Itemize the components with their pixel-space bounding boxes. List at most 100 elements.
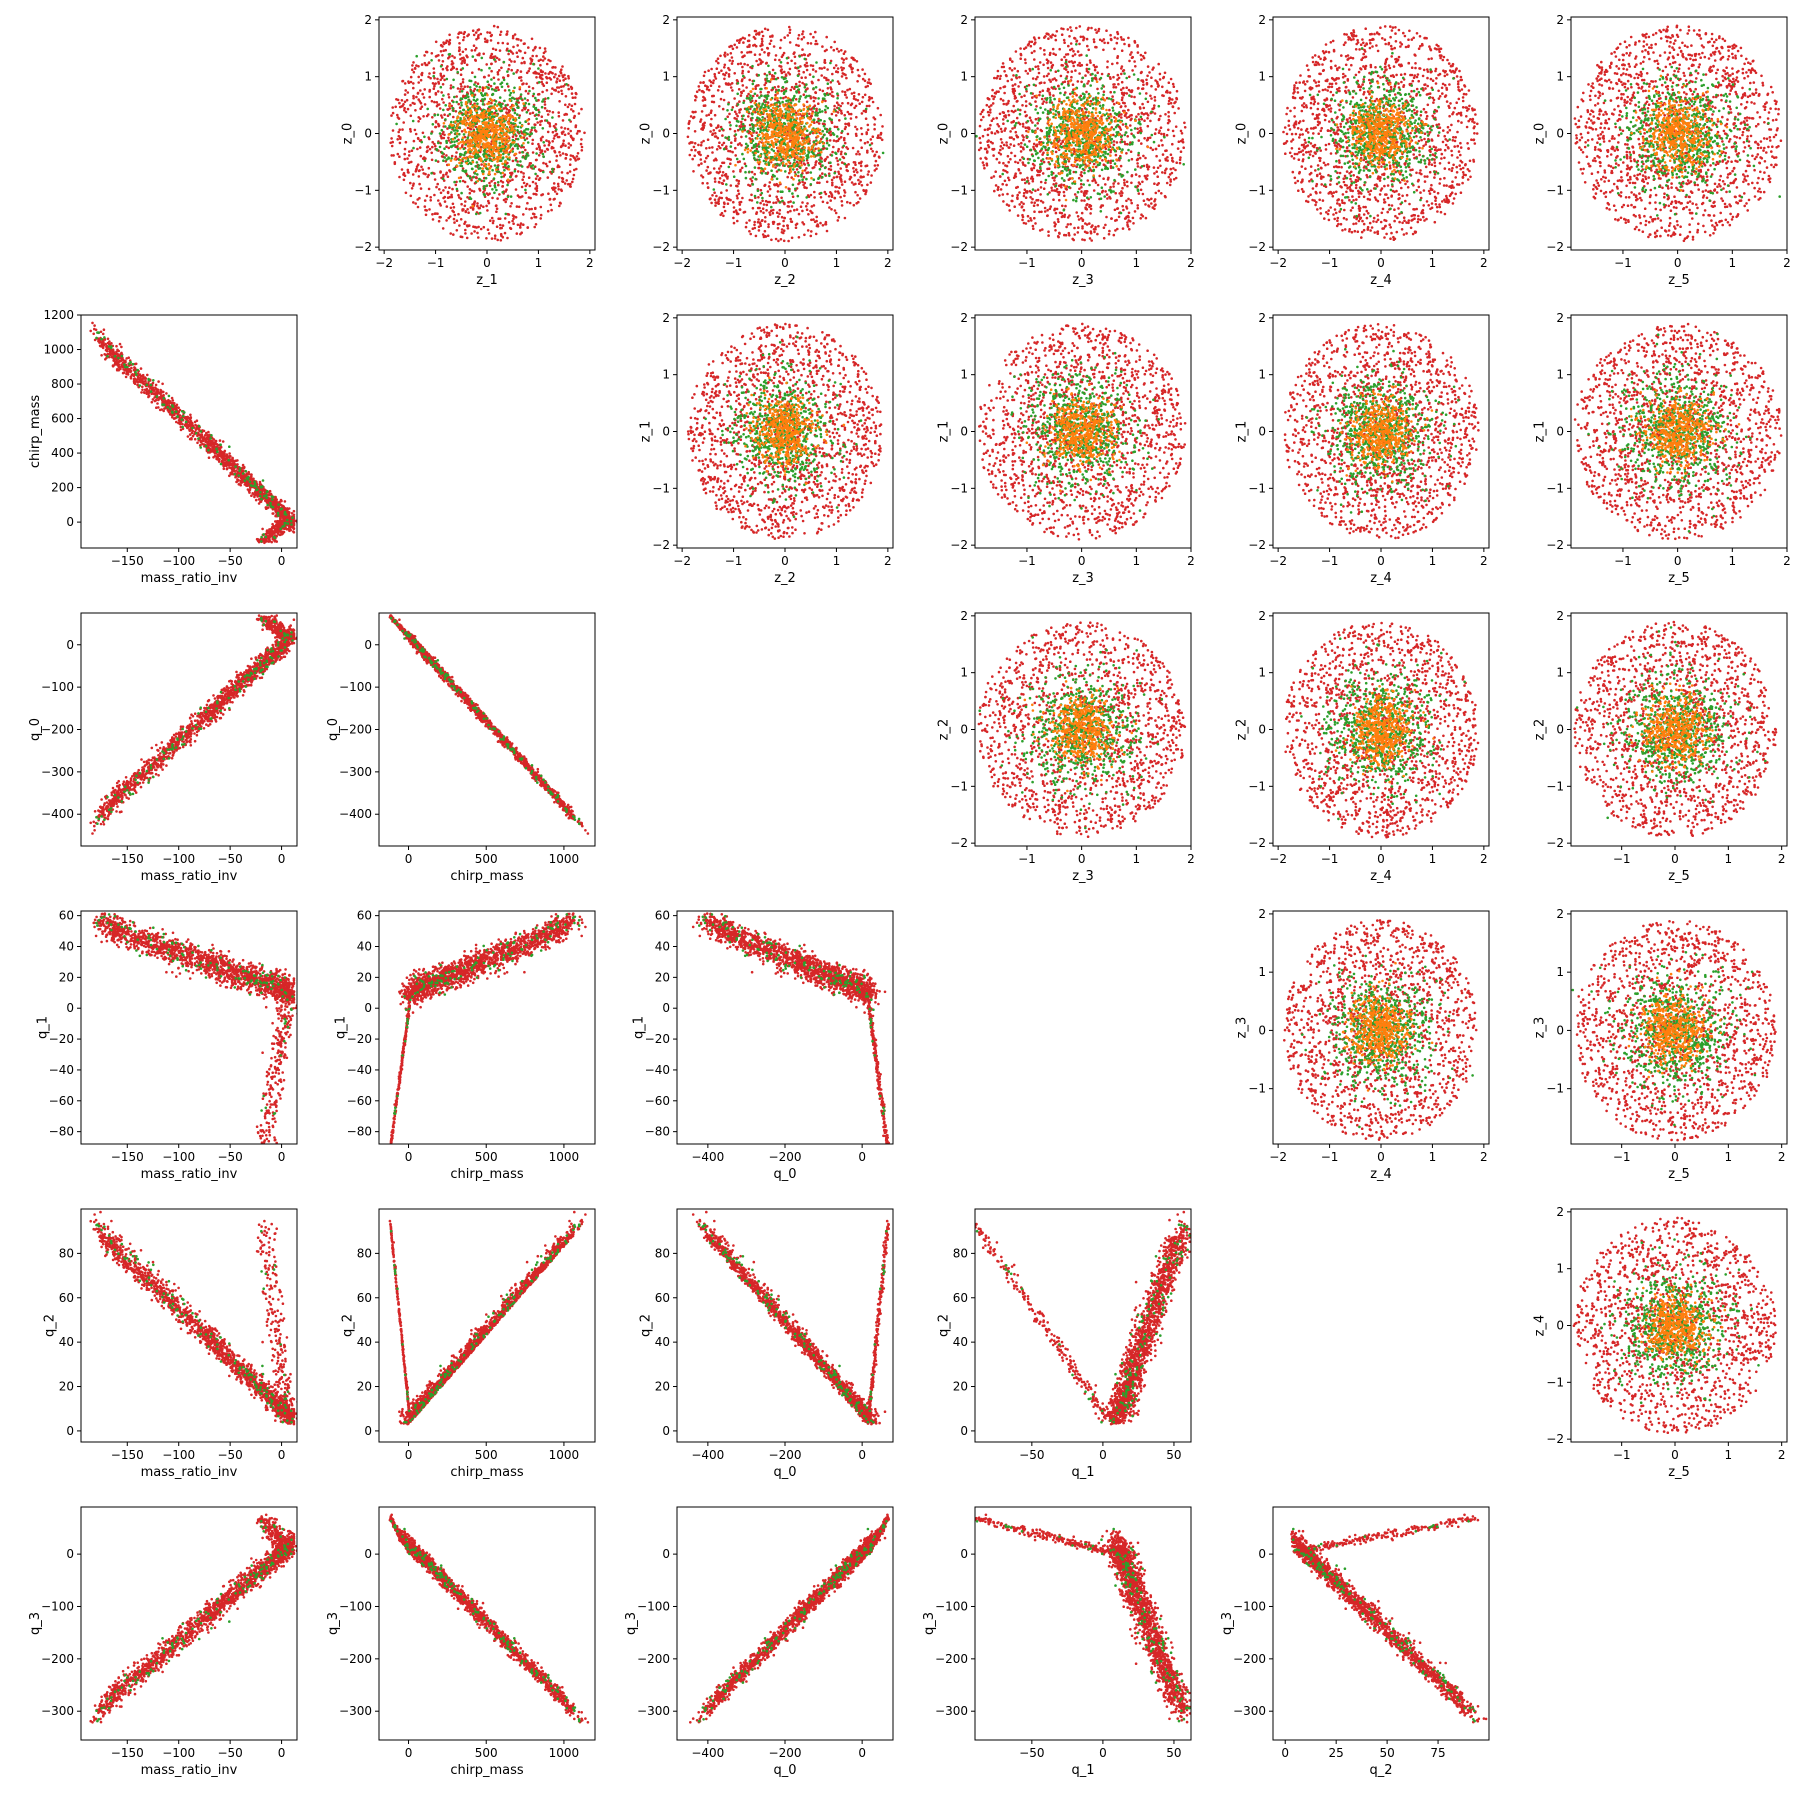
data-point xyxy=(779,97,782,100)
data-point xyxy=(789,156,792,159)
data-point xyxy=(420,73,423,76)
data-point xyxy=(844,94,847,97)
data-point xyxy=(767,190,770,193)
data-point xyxy=(568,146,571,149)
data-point xyxy=(495,114,498,117)
data-point xyxy=(762,108,765,111)
data-point xyxy=(778,213,781,216)
data-point xyxy=(537,114,540,117)
data-point xyxy=(770,206,773,209)
data-point xyxy=(726,53,729,56)
data-point xyxy=(415,96,418,99)
data-point xyxy=(539,148,542,151)
data-point xyxy=(746,97,749,100)
data-point xyxy=(869,144,872,147)
data-point xyxy=(443,113,446,116)
data-point xyxy=(807,164,810,167)
data-point xyxy=(856,194,859,197)
data-point xyxy=(474,165,477,168)
data-point xyxy=(410,115,413,118)
data-point xyxy=(555,123,558,126)
data-point xyxy=(758,96,761,99)
data-point xyxy=(507,130,510,133)
data-point xyxy=(811,121,814,124)
data-point xyxy=(827,82,830,85)
data-point xyxy=(745,226,748,229)
data-point xyxy=(473,34,476,37)
data-point xyxy=(711,194,714,197)
data-point xyxy=(794,188,797,191)
data-point xyxy=(788,190,791,193)
data-point xyxy=(707,186,710,189)
data-point xyxy=(392,112,395,115)
data-point xyxy=(722,108,725,111)
data-point xyxy=(475,100,478,103)
data-point xyxy=(405,111,408,114)
data-point xyxy=(810,183,813,186)
data-point xyxy=(564,134,567,137)
data-point xyxy=(494,89,497,92)
data-point xyxy=(710,68,713,71)
data-point xyxy=(714,177,717,180)
data-point xyxy=(497,120,500,123)
data-point xyxy=(476,105,479,108)
data-point xyxy=(456,71,459,74)
data-point xyxy=(882,152,885,155)
data-point xyxy=(717,137,720,140)
data-point xyxy=(442,159,445,162)
data-point xyxy=(772,209,775,212)
data-point xyxy=(502,42,505,45)
data-point xyxy=(776,91,779,94)
data-point xyxy=(513,141,516,144)
data-point xyxy=(761,103,764,106)
data-point xyxy=(449,215,452,218)
data-point xyxy=(441,116,444,119)
data-point xyxy=(781,231,784,234)
y-tick-label: 1 xyxy=(364,70,372,84)
data-point xyxy=(511,178,514,181)
data-point xyxy=(719,55,722,58)
data-point xyxy=(793,135,796,138)
data-point xyxy=(477,126,480,129)
data-point xyxy=(810,97,813,100)
data-point xyxy=(494,182,497,185)
data-point xyxy=(548,144,551,147)
data-point xyxy=(474,81,477,84)
data-point xyxy=(485,151,488,154)
data-point xyxy=(519,233,522,236)
data-point xyxy=(468,79,471,82)
data-point xyxy=(774,152,777,155)
data-point xyxy=(573,116,576,119)
data-point xyxy=(804,96,807,99)
data-point xyxy=(564,157,567,160)
data-point xyxy=(493,177,496,180)
data-point xyxy=(512,128,515,131)
data-point xyxy=(562,177,565,180)
data-point xyxy=(451,188,454,191)
data-point xyxy=(824,109,827,112)
data-point xyxy=(737,63,740,66)
data-point xyxy=(814,31,817,34)
data-point xyxy=(554,73,557,76)
data-point xyxy=(822,201,825,204)
data-point xyxy=(499,96,502,99)
data-point xyxy=(441,45,444,48)
data-point xyxy=(538,154,541,157)
data-point xyxy=(785,108,788,111)
data-point xyxy=(817,79,820,82)
data-point xyxy=(510,195,513,198)
data-point xyxy=(813,196,816,199)
data-point xyxy=(542,162,545,165)
data-point xyxy=(721,90,724,93)
data-point xyxy=(875,160,878,163)
data-point xyxy=(442,83,445,86)
data-point xyxy=(796,208,799,211)
data-point xyxy=(798,157,801,160)
data-point xyxy=(833,110,836,113)
data-point xyxy=(845,153,848,156)
data-point xyxy=(426,108,429,111)
data-point xyxy=(442,68,445,71)
data-point xyxy=(467,159,470,162)
data-point xyxy=(786,80,789,83)
data-point xyxy=(769,194,772,197)
